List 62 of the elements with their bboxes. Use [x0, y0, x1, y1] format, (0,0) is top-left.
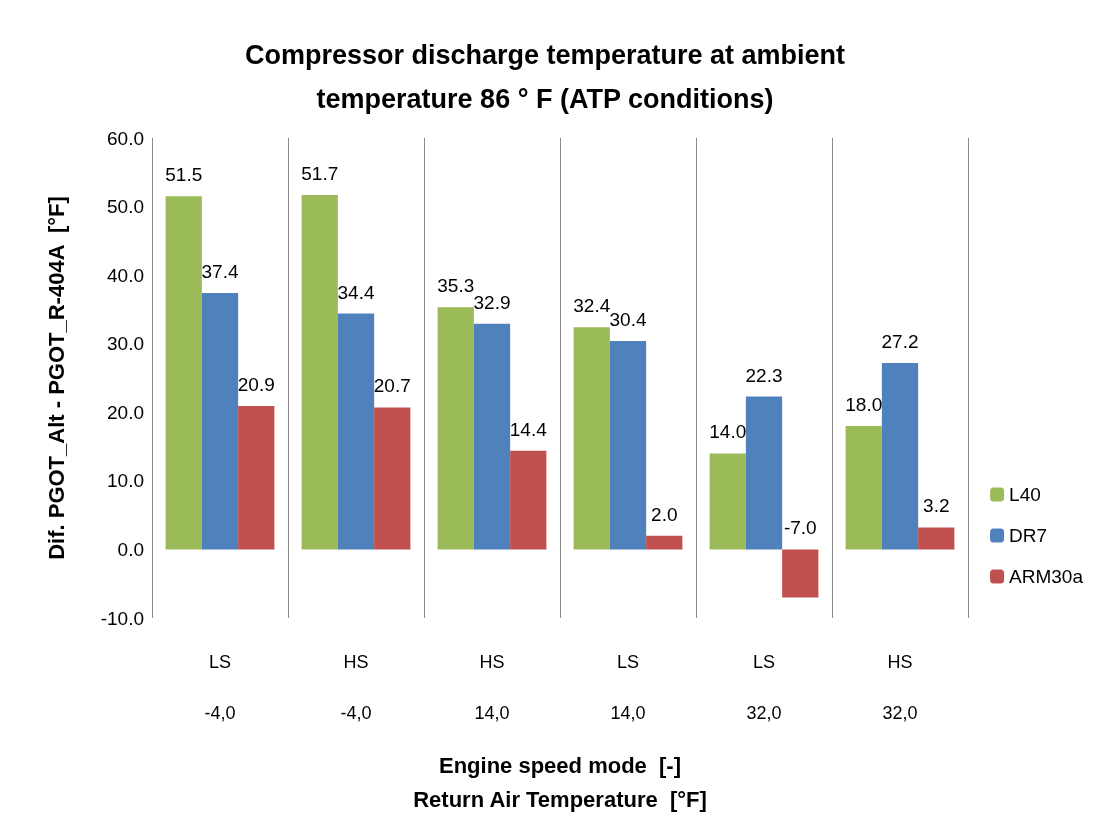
text: -4,0 — [340, 703, 372, 723]
data-label: 22.3 — [745, 364, 783, 386]
data-label: 35.3 — [437, 275, 475, 297]
x-tick-label: LS — [752, 652, 776, 672]
y-tick-label: 60.0 — [107, 127, 144, 149]
data-label: 27.2 — [881, 330, 919, 352]
data-label: 37.4 — [201, 260, 239, 282]
x-tick-label: HS — [343, 652, 369, 672]
x-tick-label: HS — [479, 652, 505, 672]
chart-title: Compressor discharge temperature at ambient temperature 86 ° F (ATP conditions) — [244, 40, 846, 114]
data-label: 20.7 — [373, 375, 411, 397]
bar — [201, 292, 239, 550]
x-tick-label: LS — [616, 652, 640, 672]
legend-label: ARM30a — [1009, 566, 1084, 587]
bar — [165, 196, 202, 550]
y-tick-label: 10.0 — [107, 470, 144, 492]
bar — [337, 313, 375, 550]
bar — [845, 426, 882, 550]
bar — [374, 407, 411, 550]
x-tick-label: HS — [887, 652, 913, 672]
y-tick-label: 40.0 — [107, 264, 144, 286]
legend-label: L40 — [1009, 484, 1041, 505]
y-tick-label: 20.0 — [107, 401, 144, 423]
bar — [782, 549, 819, 598]
data-label: -7.0 — [783, 517, 817, 539]
bar — [238, 406, 275, 550]
bar — [709, 453, 746, 550]
text: 14,0 — [474, 703, 510, 723]
data-label: 51.7 — [301, 162, 339, 184]
bar — [609, 340, 647, 550]
data-label: 32.9 — [473, 291, 511, 313]
data-label: 32.4 — [573, 295, 611, 317]
text: 32,0 — [746, 703, 782, 723]
text: -4,0 — [204, 703, 236, 723]
data-label: 51.5 — [165, 164, 203, 186]
bar — [510, 450, 547, 550]
data-label: 20.9 — [237, 374, 275, 396]
data-label: 34.4 — [337, 281, 375, 303]
y-tick-label: -10.0 — [100, 607, 144, 629]
data-label: 30.4 — [609, 308, 647, 330]
data-label: 2.0 — [651, 503, 678, 525]
data-label: 18.0 — [845, 394, 883, 415]
bar — [473, 323, 511, 550]
bar — [437, 307, 474, 550]
text: 14,0 — [610, 703, 646, 723]
legend-label: DR7 — [1009, 525, 1048, 546]
bar — [745, 396, 783, 550]
data-label: 14.4 — [509, 418, 548, 440]
x-tick-label: LS — [208, 652, 232, 672]
bar — [918, 527, 955, 550]
data-label: 14.0 — [709, 421, 747, 443]
bar — [646, 535, 683, 550]
bar — [301, 194, 338, 550]
data-label: 3.2 — [923, 495, 950, 517]
bar — [881, 362, 919, 550]
y-tick-label: 50.0 — [107, 196, 144, 218]
y-tick-label: 0.0 — [117, 538, 144, 560]
text: 32,0 — [882, 703, 918, 723]
y-axis-title: Dif. PGOT_Alt - PGOT_R-404A [°F] — [43, 196, 69, 560]
x-axis-title: Engine speed mode [-] Return Air Temperature [°F] — [413, 752, 707, 812]
y-tick-label: 30.0 — [107, 333, 144, 355]
bar — [573, 327, 610, 550]
